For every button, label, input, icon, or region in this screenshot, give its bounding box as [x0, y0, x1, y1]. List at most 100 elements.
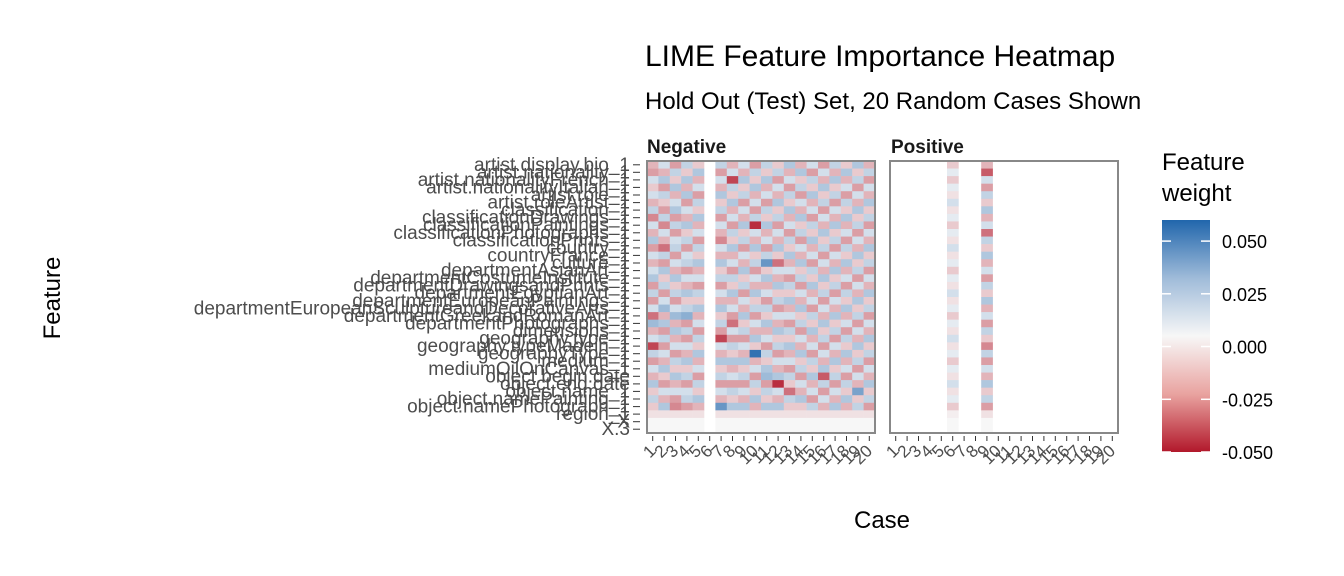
heat-cell [669, 281, 682, 290]
heat-cell [738, 274, 750, 283]
heat-cell [783, 274, 796, 283]
heat-cell [749, 417, 762, 426]
heat-cell [981, 372, 993, 381]
heat-cell [981, 342, 993, 351]
heat-cell [647, 244, 659, 252]
heat-cell [947, 259, 959, 268]
heat-cell [647, 395, 659, 404]
heat-cell [761, 221, 773, 230]
heat-cell [863, 191, 876, 200]
heat-cell [981, 334, 993, 343]
heat-cell [749, 365, 762, 373]
heat-cell [692, 365, 705, 373]
heat-cell [738, 334, 750, 343]
heat-cell [761, 176, 773, 184]
heat-cell [669, 312, 682, 320]
heat-cell [647, 312, 659, 320]
heat-cell [658, 236, 671, 245]
heat-cell [669, 297, 682, 305]
heat-cell [840, 425, 853, 434]
heat-cell [806, 266, 819, 275]
heat-cell [818, 410, 830, 419]
heat-cell [818, 161, 830, 169]
heat-cell [681, 259, 693, 268]
heat-cell [761, 417, 773, 426]
heat-cell [738, 168, 750, 177]
heat-cell [981, 410, 993, 419]
heat-cell [947, 191, 959, 200]
heat-cell [806, 213, 819, 222]
heat-cell [738, 349, 750, 358]
heat-cell [761, 334, 773, 343]
legend-title-line-2: weight [1161, 180, 1232, 207]
heat-cell [783, 387, 796, 396]
heat-cell [795, 417, 807, 426]
heat-cell [818, 281, 830, 290]
heat-cell [840, 395, 853, 404]
heat-cell [852, 312, 864, 320]
heat-cell [829, 312, 842, 320]
heat-cell [818, 357, 830, 366]
heat-cell [795, 365, 807, 373]
heat-cell [772, 251, 785, 260]
heat-cell [692, 213, 705, 222]
heat-cell [726, 342, 739, 351]
heat-cell [738, 183, 750, 192]
heat-cell [863, 221, 876, 230]
heat-cell [795, 304, 807, 313]
y-tick-label: departmentEuropeanPaintings_1 [352, 291, 630, 312]
heat-cell [818, 259, 830, 268]
heat-cell [852, 259, 864, 268]
heat-cell [681, 327, 693, 336]
heat-cell [647, 327, 659, 336]
heat-cell [726, 402, 739, 411]
heat-cell [840, 297, 853, 305]
heat-cell [840, 357, 853, 366]
heat-cell [761, 380, 773, 388]
heat-cell [829, 349, 842, 358]
heat-cell [761, 183, 773, 192]
x-axis-title: Case [854, 507, 910, 534]
heat-cell [647, 266, 659, 275]
heat-cell [761, 281, 773, 290]
heat-cell [658, 342, 671, 351]
heat-cell [692, 229, 705, 237]
heat-cell [761, 198, 773, 207]
heat-cell [863, 380, 876, 388]
heat-cell [818, 251, 830, 260]
heat-cell [715, 304, 728, 313]
heat-cell [715, 334, 728, 343]
heat-cell [829, 327, 842, 336]
heat-cell [947, 312, 959, 320]
heat-cell [840, 410, 853, 419]
heat-cell [738, 198, 750, 207]
heat-cell [726, 198, 739, 207]
heat-cell [681, 236, 693, 245]
heat-cell [795, 297, 807, 305]
heat-cell [795, 372, 807, 381]
heat-cell [947, 176, 959, 184]
heat-cell [818, 213, 830, 222]
heat-cell [738, 380, 750, 388]
heat-cell [981, 319, 993, 328]
heat-cell [806, 304, 819, 313]
heat-cell [647, 251, 659, 260]
heat-cell [795, 266, 807, 275]
heat-cell [795, 161, 807, 169]
heat-cell [863, 236, 876, 245]
heat-cell [783, 402, 796, 411]
heat-cell [749, 387, 762, 396]
heat-cell [772, 417, 785, 426]
heat-cell [647, 372, 659, 381]
heat-cell [818, 304, 830, 313]
heat-cell [818, 183, 830, 192]
heat-cell [795, 221, 807, 230]
heat-cell [647, 236, 659, 245]
heat-cell [692, 417, 705, 426]
heat-cell [818, 380, 830, 388]
heat-cell [715, 176, 728, 184]
heat-cell [749, 221, 762, 230]
heat-cell [726, 417, 739, 426]
heat-cell [783, 417, 796, 426]
heat-cell [947, 387, 959, 396]
